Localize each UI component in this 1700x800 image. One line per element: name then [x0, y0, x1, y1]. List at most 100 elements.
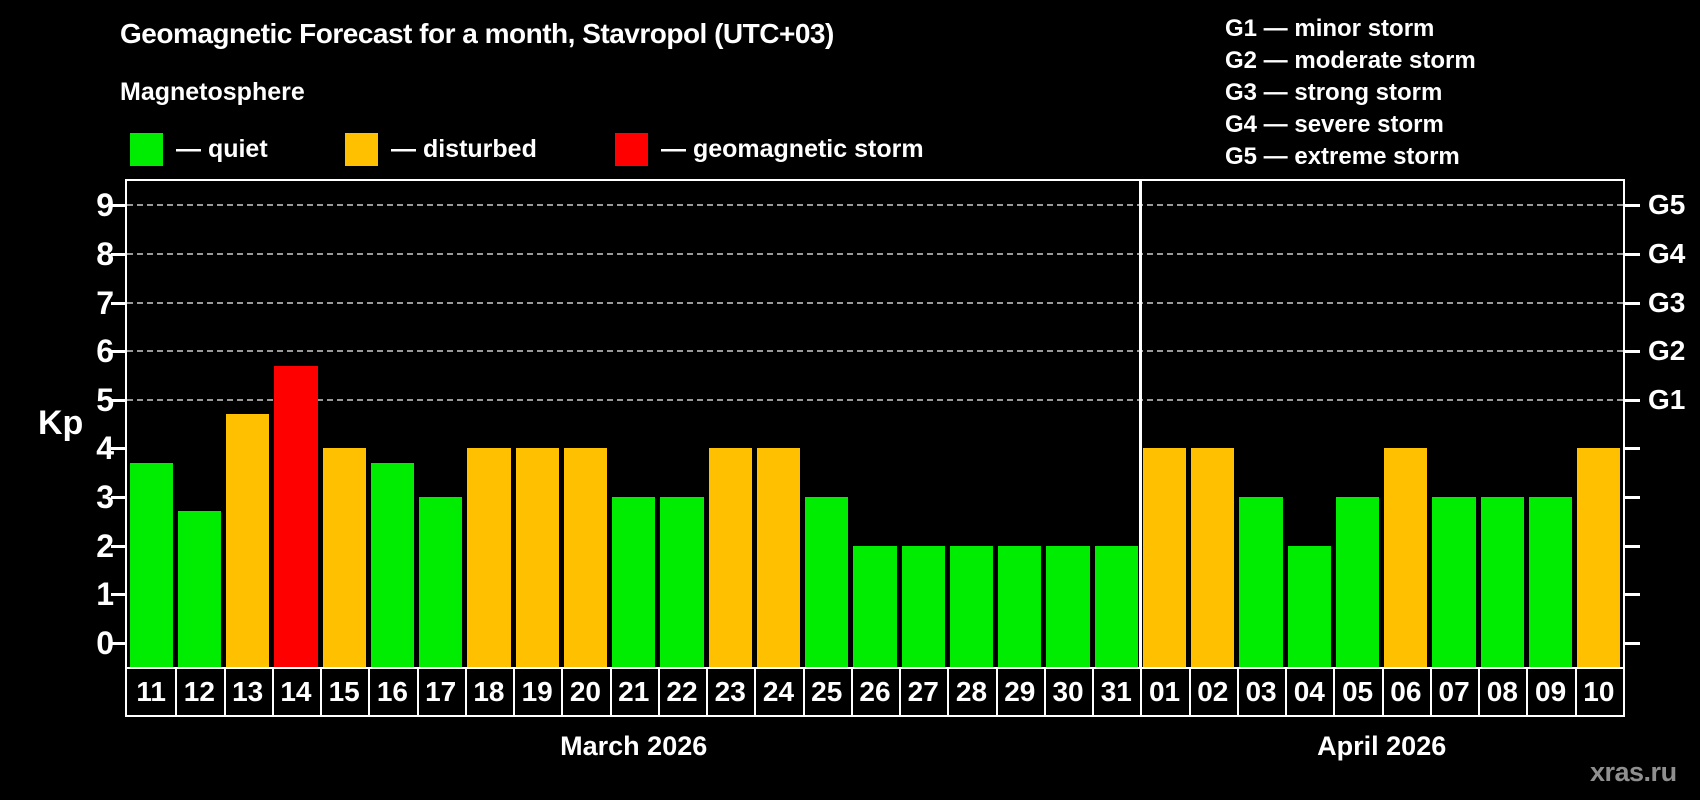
g-axis-label: G2	[1648, 335, 1686, 367]
date-cell: 05	[1333, 669, 1384, 715]
y-axis-tick-label: 4	[96, 430, 114, 467]
g-legend-line: G5 — extreme storm	[1225, 143, 1460, 170]
date-cell: 04	[1285, 669, 1336, 715]
date-cell: 25	[803, 669, 853, 715]
kp-bar	[1384, 448, 1428, 667]
date-cell: 02	[1189, 669, 1239, 715]
y-axis-tick	[111, 252, 125, 256]
date-cell: 11	[127, 669, 178, 715]
date-cell: 09	[1526, 669, 1577, 715]
watermark: xras.ru	[1590, 757, 1677, 787]
date-cell: 14	[272, 669, 323, 715]
right-axis-tick	[1625, 252, 1640, 256]
y-axis-tick	[111, 447, 125, 451]
storm-legend-label: — geomagnetic storm	[661, 135, 924, 163]
kp-bar	[708, 448, 752, 667]
kp-bar	[1577, 448, 1621, 667]
y-axis-title: Kp	[38, 404, 84, 442]
quiet-legend-swatch	[130, 133, 163, 166]
date-cell: 06	[1382, 669, 1432, 715]
y-axis-tick	[111, 641, 125, 645]
date-cell: 13	[224, 669, 274, 715]
date-cell: 20	[561, 669, 612, 715]
date-cell: 30	[1044, 669, 1095, 715]
date-cell: 23	[706, 669, 757, 715]
kp-bar	[901, 545, 945, 667]
gridline	[127, 398, 1623, 401]
date-cell: 22	[658, 669, 709, 715]
kp-bar	[612, 496, 656, 667]
y-axis-tick-label: 7	[96, 284, 114, 321]
y-axis-tick-label: 1	[96, 576, 114, 613]
g-legend-line: G4 — severe storm	[1225, 111, 1444, 138]
date-cell: 17	[417, 669, 467, 715]
right-axis-tick	[1625, 544, 1640, 548]
kp-bar	[805, 496, 849, 667]
date-cell: 07	[1430, 669, 1481, 715]
chart-title: Geomagnetic Forecast for a month, Stavro…	[120, 18, 834, 49]
gridline	[127, 252, 1623, 255]
right-axis-tick	[1625, 350, 1640, 354]
kp-bar	[226, 414, 270, 667]
date-cell: 16	[368, 669, 419, 715]
kp-bar	[1287, 545, 1331, 667]
y-axis-tick	[111, 301, 125, 305]
kp-bar	[998, 545, 1042, 667]
date-cell: 03	[1237, 669, 1288, 715]
kp-bar	[467, 448, 511, 667]
gridline	[127, 350, 1623, 353]
date-cell: 08	[1478, 669, 1529, 715]
disturbed-legend-label: — disturbed	[391, 135, 537, 163]
right-axis-tick	[1625, 301, 1640, 305]
kp-bar	[129, 462, 173, 667]
y-axis-tick	[111, 350, 125, 354]
gridline	[127, 301, 1623, 304]
y-axis-tick-label: 9	[96, 187, 114, 224]
kp-bar	[1142, 448, 1187, 667]
kp-bar	[515, 448, 559, 667]
right-axis-tick	[1625, 641, 1640, 645]
date-cell: 31	[1092, 669, 1143, 715]
right-axis-tick	[1625, 593, 1640, 597]
kp-bar	[1335, 496, 1380, 667]
date-cell: 21	[610, 669, 660, 715]
right-axis-tick	[1625, 495, 1640, 499]
month-label: April 2026	[1317, 731, 1447, 761]
magnetosphere-label: Magnetosphere	[120, 78, 305, 106]
right-axis-tick	[1625, 447, 1640, 451]
right-axis-tick	[1625, 204, 1640, 208]
date-cell: 28	[947, 669, 998, 715]
g-axis-label: G5	[1648, 189, 1686, 221]
month-label: March 2026	[560, 731, 708, 761]
date-cell: 12	[175, 669, 226, 715]
date-cell: 01	[1140, 669, 1191, 715]
plot-area	[127, 181, 1623, 667]
gridline	[127, 204, 1623, 207]
y-axis-tick-label: 5	[96, 381, 114, 418]
date-axis-row: 11 12 13 14 15 16 17 18 19 20 21 22 23 24 25 26 27 28 29 30…	[125, 667, 1625, 717]
right-axis-tick	[1625, 398, 1640, 402]
month-separator	[1138, 181, 1142, 667]
date-cell: 29	[996, 669, 1046, 715]
date-cell: 26	[851, 669, 902, 715]
kp-bar	[1432, 496, 1476, 667]
kp-bar	[1528, 496, 1573, 667]
y-axis-tick-label: 2	[96, 527, 114, 564]
kp-bar	[1239, 496, 1283, 667]
kp-bar	[756, 448, 801, 667]
storm-legend-swatch	[615, 133, 648, 166]
y-axis-tick	[111, 495, 125, 499]
kp-bar	[660, 496, 704, 667]
y-axis-tick-label: 3	[96, 478, 114, 515]
kp-bar	[853, 545, 897, 667]
g-axis-label: G4	[1648, 237, 1686, 269]
y-axis-tick-label: 6	[96, 333, 114, 370]
g-axis-label: G1	[1648, 383, 1686, 415]
kp-bar	[1094, 545, 1138, 667]
y-axis-tick	[111, 398, 125, 402]
kp-bar	[563, 448, 608, 667]
date-cell: 24	[754, 669, 805, 715]
y-axis-tick	[111, 544, 125, 548]
y-axis-tick	[111, 593, 125, 597]
date-cell: 15	[320, 669, 371, 715]
